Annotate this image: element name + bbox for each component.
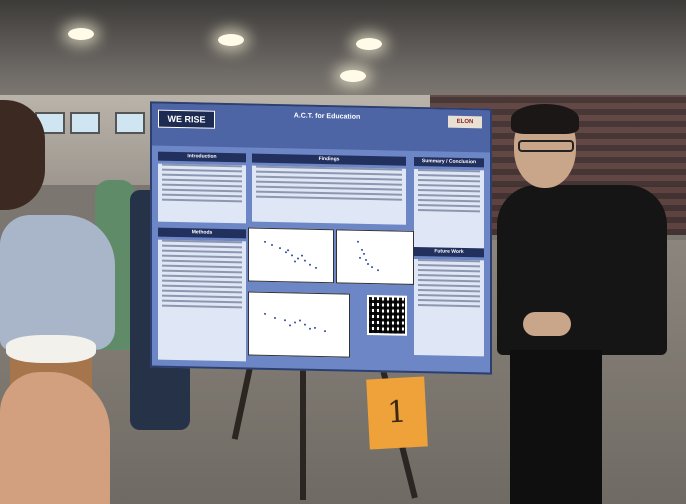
scatter-plot <box>248 291 350 358</box>
poster-logo: WE RISE <box>158 109 215 129</box>
summary-section: Summary / Conclusion <box>414 156 484 251</box>
summary-text <box>414 168 484 251</box>
presenter-hand <box>523 312 571 336</box>
table-number-sign: 1 <box>366 376 428 450</box>
ceiling-light <box>356 38 382 50</box>
findings-text <box>252 165 406 225</box>
methods-section: Methods <box>158 227 246 362</box>
poster-title: A.C.T. for Education <box>293 112 361 121</box>
window <box>115 112 145 134</box>
poster-logo-right: ELON <box>448 115 482 129</box>
presenter-shirt <box>497 185 667 355</box>
findings-section: Findings <box>252 153 406 225</box>
methods-heading: Methods <box>158 227 246 239</box>
foreground-person-head <box>0 100 45 210</box>
scatter-plot <box>336 229 414 285</box>
easel-leg <box>300 360 306 500</box>
research-poster: WE RISE A.C.T. for Education ELON Introd… <box>150 101 492 375</box>
ceiling-light <box>68 28 94 40</box>
presenter-hair <box>511 104 579 134</box>
foreground-person-arm <box>0 215 115 350</box>
future-work-heading: Future Work <box>414 246 484 258</box>
foreground-hand <box>0 372 110 504</box>
table-number: 1 <box>386 394 408 431</box>
future-work-text <box>414 258 484 357</box>
methods-text <box>158 239 246 362</box>
ceiling-light <box>340 70 366 82</box>
coffee-cup-lid <box>6 335 96 363</box>
qr-code <box>367 294 407 336</box>
introduction-text <box>158 163 246 224</box>
scatter-plot <box>248 227 334 284</box>
presenter-pants <box>510 350 602 504</box>
summary-heading: Summary / Conclusion <box>414 156 484 168</box>
presenter-glasses <box>518 140 574 152</box>
poster-header: WE RISE A.C.T. for Education ELON <box>152 103 490 153</box>
ceiling-light <box>218 34 244 46</box>
future-work-section: Future Work <box>414 246 484 357</box>
window <box>70 112 100 134</box>
introduction-section: Introduction <box>158 151 246 224</box>
findings-heading: Findings <box>252 153 406 166</box>
introduction-heading: Introduction <box>158 151 246 163</box>
